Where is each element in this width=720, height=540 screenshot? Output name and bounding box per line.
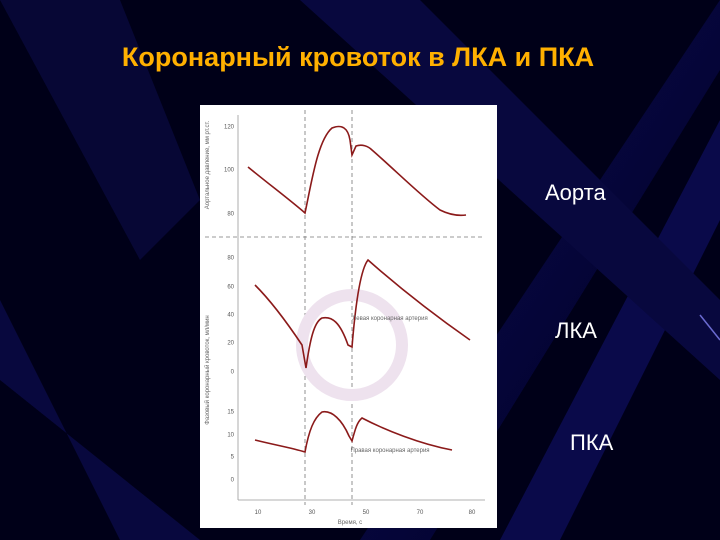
y-tick-label: 60: [227, 285, 234, 291]
label-aorta: Аорта: [545, 180, 606, 205]
y-tick-label: 0: [231, 478, 235, 484]
y-tick-label: 20: [227, 341, 234, 347]
figure: Аортальное давление, мм рт.ст. Фазовый к…: [200, 105, 497, 528]
y-axis-label: Аортальное давление, мм рт.ст.: [205, 120, 211, 209]
y-tick-label: 100: [224, 168, 235, 174]
aorta-curve: [247, 125, 467, 217]
y-tick-label: 80: [227, 256, 234, 262]
y-tick-label: 10: [227, 433, 234, 439]
label-lca: ЛКА: [555, 318, 597, 343]
y-tick-label: 120: [224, 125, 235, 131]
rca-note: Правая коронарная артерия: [350, 448, 429, 454]
y-tick-label: 80: [227, 212, 234, 218]
figure-panel: [200, 105, 497, 528]
lca-curve: [254, 258, 471, 369]
y-tick-label: 5: [231, 455, 235, 461]
slide-title: Коронарный кровоток в ЛКА и ПКА: [122, 42, 594, 72]
x-axis-label: Время, с: [338, 520, 362, 526]
x-tick-label: 70: [417, 510, 424, 516]
y-tick-label: 40: [227, 313, 234, 319]
x-tick-label: 80: [469, 510, 476, 516]
rca-curve: [254, 411, 453, 454]
y-axis-label: Фазовый коронарный кровоток, мл/мин: [204, 315, 211, 424]
x-tick-label: 30: [309, 510, 316, 516]
y-tick-label: 0: [231, 370, 235, 376]
x-tick-label: 50: [363, 510, 370, 516]
x-tick-label: 10: [255, 510, 262, 516]
label-rca: ПКА: [570, 430, 614, 455]
y-tick-label: 15: [227, 410, 234, 416]
lca-note: Левая коронарная артерия: [352, 316, 427, 322]
